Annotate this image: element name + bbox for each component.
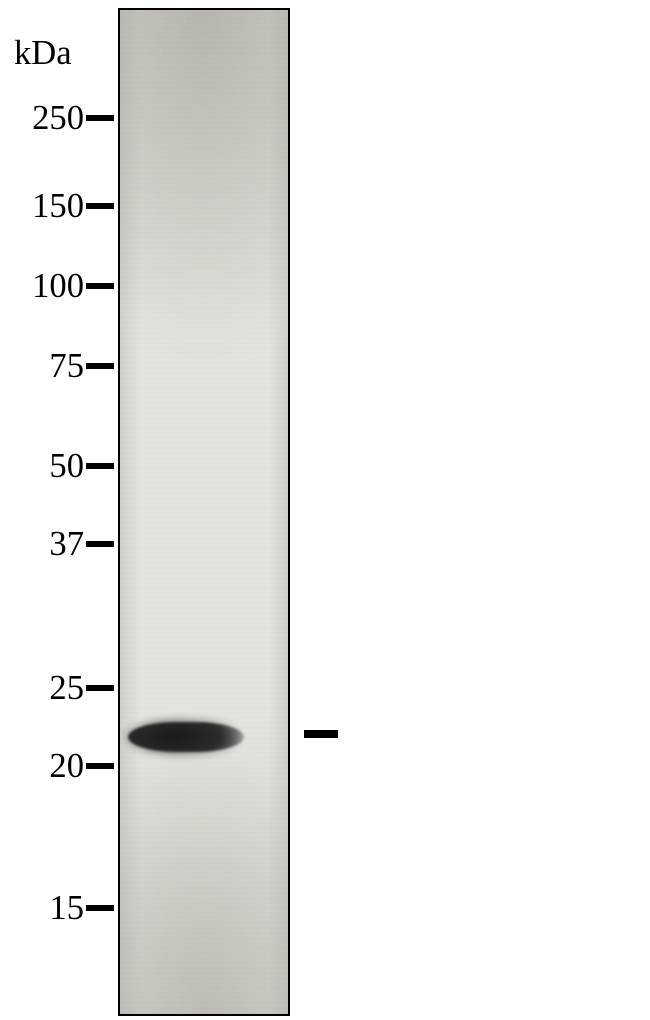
ladder-tick-250 — [86, 115, 114, 121]
ladder-tick-100 — [86, 283, 114, 289]
ladder-label-20: 20 — [14, 749, 84, 784]
ladder-tick-15 — [86, 905, 114, 911]
ladder-tick-37 — [86, 541, 114, 547]
ladder-tick-50 — [86, 463, 114, 469]
ladder-label-50: 50 — [14, 449, 84, 484]
band-indicator-tick — [304, 730, 338, 738]
ladder-label-37: 37 — [14, 527, 84, 562]
ladder-label-150: 150 — [14, 189, 84, 224]
ladder-label-250: 250 — [14, 101, 84, 136]
ladder-label-15: 15 — [14, 891, 84, 926]
ladder-label-75: 75 — [14, 349, 84, 384]
ladder-tick-75 — [86, 363, 114, 369]
units-label: kDa — [14, 34, 72, 73]
western-blot-figure: kDa 250 150 100 75 50 37 25 20 15 — [0, 0, 650, 1020]
ladder-tick-20 — [86, 763, 114, 769]
protein-band — [128, 722, 244, 752]
ladder-label-100: 100 — [14, 269, 84, 304]
ladder-label-25: 25 — [14, 671, 84, 706]
ladder-tick-25 — [86, 685, 114, 691]
band-core — [128, 722, 244, 752]
lane-texture — [120, 10, 288, 1014]
ladder-tick-150 — [86, 203, 114, 209]
gel-lane — [118, 8, 290, 1016]
